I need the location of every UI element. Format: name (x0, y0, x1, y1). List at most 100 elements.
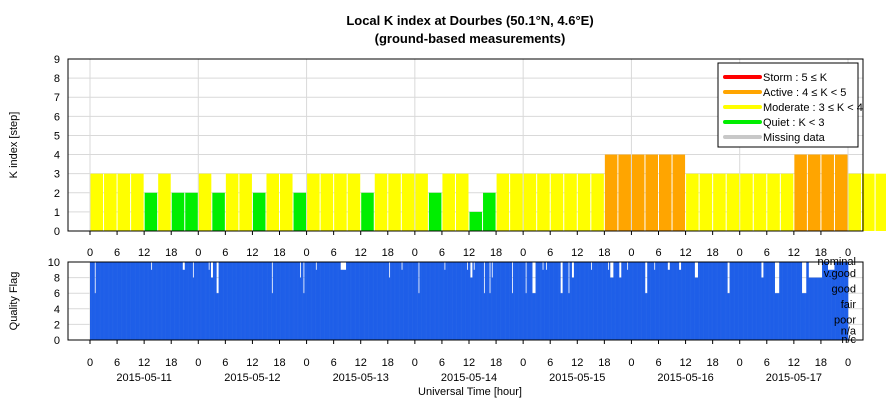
k-bar (524, 174, 537, 231)
k-bar (551, 174, 564, 231)
k-xtick-label: 6 (547, 247, 553, 259)
k-ytick-label: 2 (54, 188, 60, 200)
k-bar (618, 155, 631, 231)
k-bar (510, 174, 523, 231)
q-xtick-label: 0 (737, 357, 743, 369)
k-bar (632, 155, 645, 231)
k-bar (862, 174, 875, 231)
k-bar (700, 174, 713, 231)
q-xtick-label: 12 (571, 357, 583, 369)
q-ytick-label: 0 (54, 335, 60, 347)
k-bar (294, 193, 307, 231)
k-bar (415, 174, 428, 231)
q-ytick-label: 4 (54, 304, 60, 316)
k-bar (442, 174, 455, 231)
q-xtick-label: 6 (547, 357, 553, 369)
q-ytick-label: 6 (54, 288, 60, 300)
k-xtick-label: 18 (165, 247, 177, 259)
k-xtick-label: 18 (490, 247, 502, 259)
k-bar (713, 174, 726, 231)
k-xtick-label: 0 (304, 247, 310, 259)
k-xtick-label: 12 (463, 247, 475, 259)
q-xtick-label: 6 (655, 357, 661, 369)
k-xtick-label: 12 (788, 247, 800, 259)
q-xtick-label: 18 (273, 357, 285, 369)
k-ytick-label: 0 (54, 226, 60, 238)
k-ytick-label: 9 (54, 54, 60, 66)
q-xtick-label: 12 (788, 357, 800, 369)
k-ytick-label: 1 (54, 207, 60, 219)
date-label: 2015-05-17 (766, 372, 822, 384)
k-bar (564, 174, 577, 231)
k-bar (402, 174, 415, 231)
k-bar (212, 193, 225, 231)
q-xtick-label: 6 (114, 357, 120, 369)
k-bar (172, 193, 185, 231)
k-xtick-label: 0 (412, 247, 418, 259)
date-label: 2015-05-15 (549, 372, 605, 384)
chart-subtitle: (ground-based measurements) (375, 31, 566, 46)
k-bar (754, 174, 767, 231)
date-label: 2015-05-13 (333, 372, 389, 384)
k-bar (659, 155, 672, 231)
k-bar (280, 174, 293, 231)
k-bar (686, 174, 699, 231)
k-xtick-label: 6 (764, 247, 770, 259)
q-ylabel: Quality Flag (8, 272, 20, 331)
k-bar (199, 174, 212, 231)
k-bar (537, 174, 550, 231)
k-bar (185, 193, 198, 231)
q-xtick-label: 6 (764, 357, 770, 369)
k-bar (605, 155, 618, 231)
k-bar (361, 193, 374, 231)
q-ytick-label: 2 (54, 319, 60, 331)
k-bar (348, 174, 361, 231)
q-xtick-label: 0 (304, 357, 310, 369)
q-xtick-label: 0 (195, 357, 201, 369)
k-xtick-label: 18 (273, 247, 285, 259)
k-bar (483, 193, 496, 231)
k-bar (253, 193, 266, 231)
k-ytick-label: 8 (54, 73, 60, 85)
q-xtick-label: 6 (439, 357, 445, 369)
k-bar (226, 174, 239, 231)
date-label: 2015-05-14 (441, 372, 497, 384)
k-bar (470, 212, 483, 231)
k-bar (727, 174, 740, 231)
date-label: 2015-05-11 (116, 372, 171, 384)
k-bar (578, 174, 591, 231)
k-xtick-label: 12 (355, 247, 367, 259)
q-xtick-label: 12 (463, 357, 475, 369)
q-xtick-label: 18 (382, 357, 394, 369)
k-bar (497, 174, 510, 231)
q-xtick-label: 0 (87, 357, 93, 369)
k-bar (334, 174, 347, 231)
date-label: 2015-05-12 (224, 372, 280, 384)
q-flag-label: v.good (824, 268, 856, 280)
k-bar (375, 174, 388, 231)
k-bar (821, 155, 834, 231)
q-xtick-label: 12 (355, 357, 367, 369)
k-bar (835, 155, 848, 231)
q-xtick-label: 18 (165, 357, 177, 369)
k-xtick-label: 12 (679, 247, 691, 259)
k-bar (91, 174, 104, 231)
k-bar (849, 174, 862, 231)
k-bar (591, 174, 604, 231)
k-bar (456, 174, 469, 231)
k-xtick-label: 12 (571, 247, 583, 259)
k-xtick-label: 6 (655, 247, 661, 259)
k-bar (145, 193, 158, 231)
k-ytick-label: 6 (54, 111, 60, 123)
q-xtick-label: 18 (598, 357, 610, 369)
q-xtick-label: 18 (815, 357, 827, 369)
k-bar (239, 174, 252, 231)
legend-label: Quiet : K < 3 (763, 117, 824, 129)
k-xtick-label: 12 (246, 247, 258, 259)
k-ytick-label: 7 (54, 92, 60, 104)
q-xtick-label: 18 (707, 357, 719, 369)
k-xtick-label: 12 (138, 247, 150, 259)
